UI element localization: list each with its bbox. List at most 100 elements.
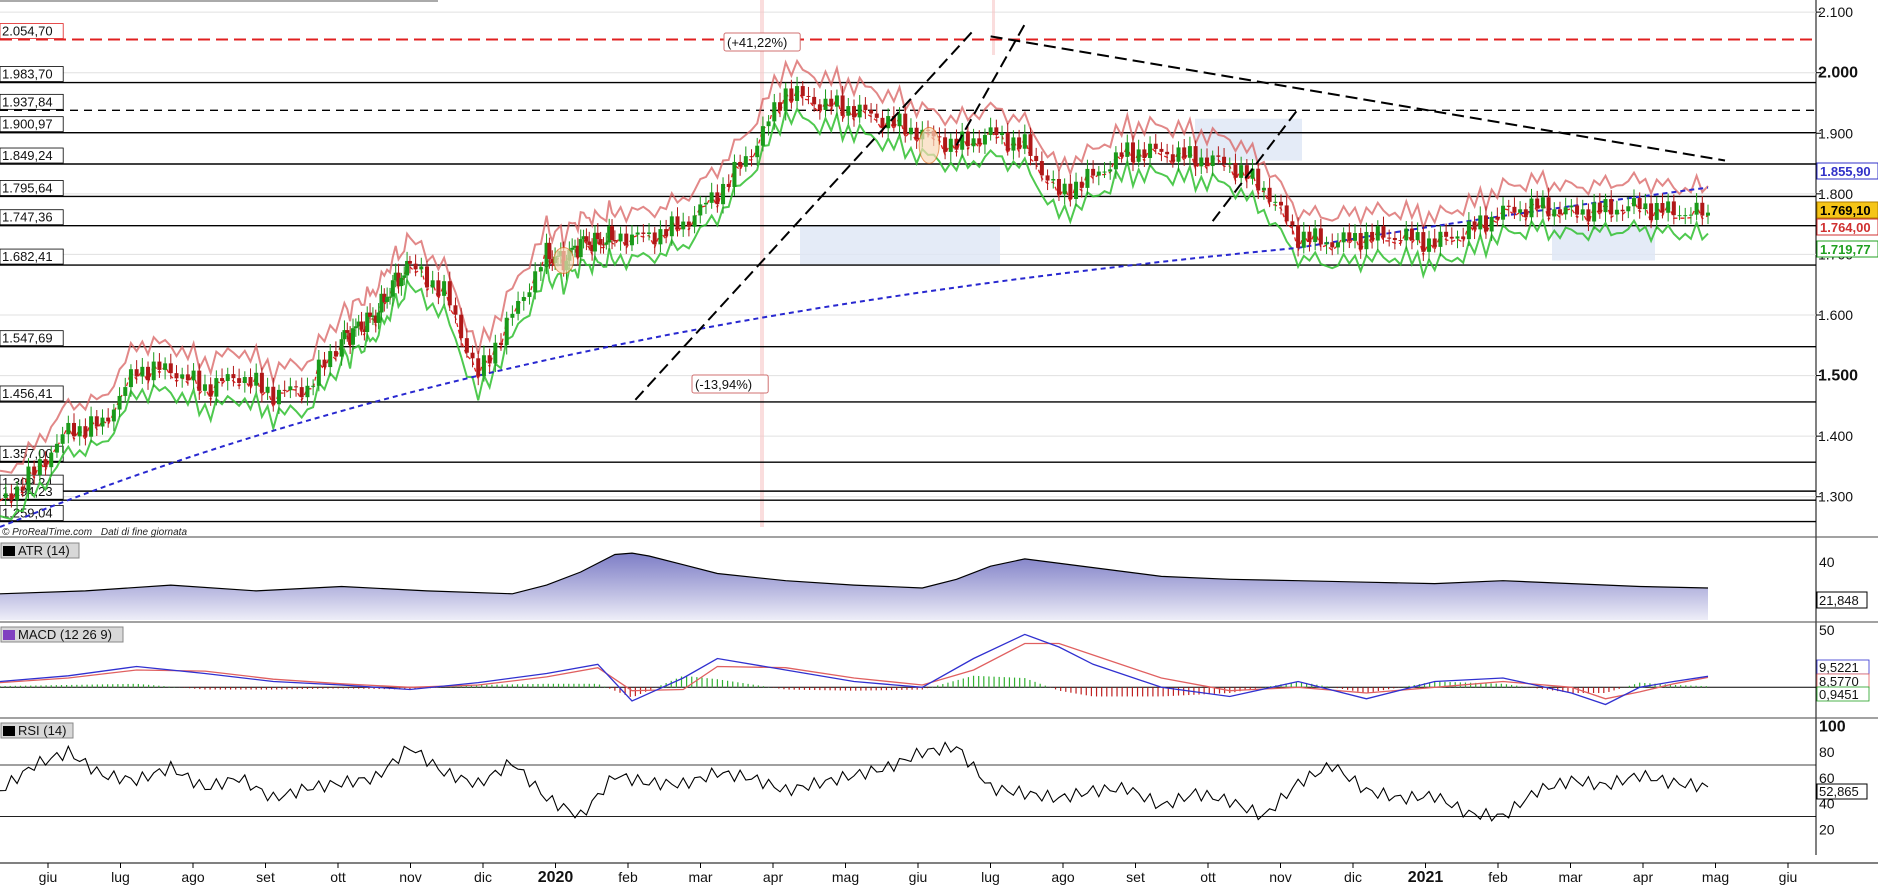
candle-body (26, 466, 31, 491)
candle-body (1552, 209, 1557, 217)
candle-body (1341, 232, 1346, 243)
panel-color-swatch (3, 630, 15, 640)
candle-body (965, 131, 970, 147)
candle-body (1518, 209, 1523, 213)
candle-body (1586, 209, 1591, 222)
candle-body (393, 272, 398, 281)
candle-body (282, 389, 287, 391)
candle-body (1700, 202, 1705, 216)
candle-body (248, 377, 253, 386)
level-label: 1.547,69 (2, 331, 53, 346)
macd-title: MACD (12 26 9) (18, 627, 112, 642)
candle-body (521, 296, 526, 301)
candle-body (111, 409, 116, 422)
candle-body (1358, 233, 1363, 250)
candle-body (399, 277, 404, 287)
candle-body (254, 372, 259, 386)
candle-body (1666, 201, 1671, 213)
candle-body (231, 374, 236, 379)
candle-body (1301, 231, 1306, 248)
candle-body (214, 378, 219, 397)
candle-body (1683, 215, 1688, 217)
candle-body (766, 121, 771, 127)
candle-body (202, 384, 207, 391)
candle-body (598, 239, 603, 245)
candle-body (1432, 238, 1437, 247)
candle-body (1483, 215, 1488, 232)
x-month-label: ago (181, 869, 205, 885)
candle-body (516, 300, 521, 314)
candle-body (914, 127, 919, 140)
candle-body (1631, 198, 1636, 207)
candle-body (891, 116, 896, 127)
macd-value-label: 0,9451 (1819, 687, 1859, 702)
candle-body (1244, 165, 1249, 179)
panel-title-box (0, 722, 74, 739)
candle-body (1125, 142, 1130, 157)
x-month-label: ago (1051, 869, 1075, 885)
candle-body (1130, 142, 1135, 162)
candle-body (669, 216, 674, 237)
candle-body (1688, 214, 1693, 216)
candle-body (1671, 201, 1676, 216)
candle-body (1233, 162, 1238, 178)
candle-body (1000, 132, 1005, 136)
candle-body (1290, 221, 1295, 226)
candle-body (1347, 232, 1352, 241)
candle-body (1478, 215, 1483, 230)
candle-body (1279, 201, 1283, 206)
credit-text: © ProRealTime.com Dati di fine giornata (2, 527, 187, 538)
candle-body (225, 374, 230, 381)
candle-body (777, 102, 782, 111)
x-month-label: dic (474, 869, 492, 885)
candle-body (834, 95, 839, 107)
candle-body (726, 183, 731, 187)
candle-body (658, 229, 663, 245)
candle-body (9, 493, 14, 500)
candle-body (1028, 134, 1033, 156)
candle-body (772, 102, 777, 122)
candle-body (1256, 168, 1261, 191)
candle-body (664, 229, 669, 237)
credit-brand: © ProRealTime.com (2, 527, 92, 538)
uptrend-line (634, 29, 975, 401)
candle-body (538, 267, 543, 272)
x-month-label: set (1126, 869, 1145, 885)
candle-body (3, 493, 8, 498)
candle-body (578, 239, 583, 258)
candle-body (1489, 216, 1494, 232)
atr-panel: ATR (14) 40 21,848 (0, 542, 1878, 623)
candle-body (817, 104, 822, 110)
candle-body (1267, 187, 1272, 202)
candle-body (994, 127, 999, 136)
candle-body (481, 355, 486, 377)
candle-body (783, 88, 788, 111)
macd-value-label: 9,5221 (1819, 660, 1859, 675)
level-label: 2.054,70 (2, 24, 53, 39)
candle-body (1546, 197, 1551, 217)
candle-body (1364, 231, 1369, 250)
candle-body (60, 434, 65, 444)
candle-body (1501, 205, 1506, 220)
candle-body (1148, 143, 1153, 158)
candle-body (1438, 231, 1443, 247)
candle-body (977, 138, 982, 145)
panel-title-box (0, 542, 80, 559)
candle-body (533, 271, 538, 293)
candle-body (618, 233, 623, 242)
x-month-label: giu (1779, 869, 1798, 885)
candle-body (345, 330, 350, 333)
candle-body (305, 385, 310, 398)
candle-body (908, 127, 913, 135)
x-month-label: feb (618, 869, 638, 885)
candle-body (342, 330, 347, 340)
candle-body (94, 416, 99, 427)
candle-body (1142, 149, 1147, 158)
candle-body (795, 86, 800, 101)
level-label-box (0, 93, 64, 110)
candle-body (1273, 201, 1278, 203)
candle-body (106, 417, 111, 422)
candle-body (675, 216, 680, 230)
candle-body (948, 138, 953, 152)
